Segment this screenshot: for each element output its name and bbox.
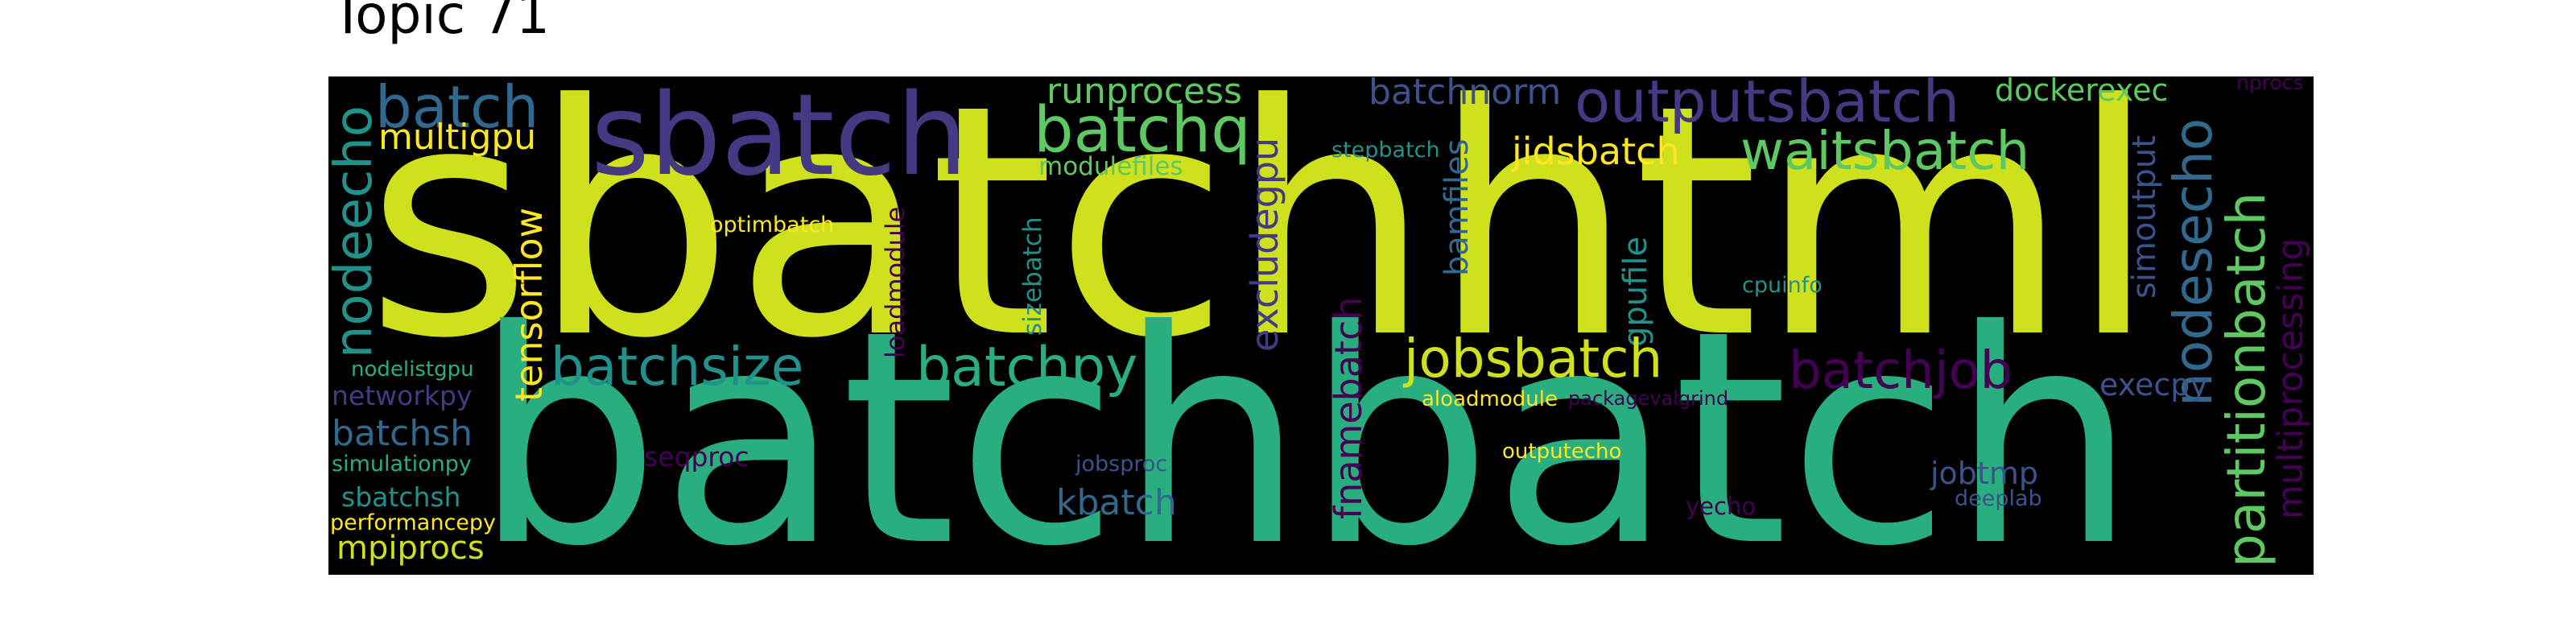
word-tensorflow: tensorflow xyxy=(507,207,551,402)
word-batchsize: batchsize xyxy=(551,336,804,398)
word-performancepy: performancepy xyxy=(330,510,497,535)
word-batchjob: batchjob xyxy=(1789,341,2013,401)
word-jidsbatch: jidsbatch xyxy=(1512,130,1680,173)
word-stepbatch: stepbatch xyxy=(1331,138,1440,163)
word-jobsbatch: jobsbatch xyxy=(1404,328,1663,390)
word-partitionbatch: partitionbatch xyxy=(2215,192,2277,568)
word-fnamebatch: fnamebatch xyxy=(1327,296,1370,519)
word-multiprocessing: multiprocessing xyxy=(2270,237,2311,519)
word-jobsproc: jobsproc xyxy=(1075,452,1168,477)
word-cpuinfo: cpuinfo xyxy=(1742,273,1823,298)
word-sbatch: sbatch xyxy=(591,76,968,201)
word-seqproc: seqproc xyxy=(644,441,749,473)
word-jobtmp: jobtmp xyxy=(1930,456,2038,491)
word-sizebatch: sizebatch xyxy=(1018,217,1047,336)
word-kbatch: kbatch xyxy=(1056,482,1177,523)
word-batchq: batchq xyxy=(1034,94,1251,167)
word-bamfiles: bamfiles xyxy=(1439,138,1476,276)
word-sbatchsh: sbatchsh xyxy=(341,481,461,513)
word-excludegpu: excludegpu xyxy=(1243,137,1286,352)
word-cloud: sbatchhtml batchbatch sbatch batch multi… xyxy=(328,76,2314,575)
word-aloadmodule: aloadmodule xyxy=(1422,387,1558,411)
word-multigpu: multigpu xyxy=(378,117,537,158)
word-batchsh: batchsh xyxy=(332,413,473,454)
word-deeplab: deeplab xyxy=(1955,486,2042,511)
word-optimbatch: optimbatch xyxy=(710,213,835,237)
word-loadmodule: loadmodule xyxy=(880,206,910,358)
word-batchpy: batchpy xyxy=(916,336,1138,399)
word-mpiprocs: mpiprocs xyxy=(336,530,485,567)
chart-title: Topic 71 xyxy=(332,0,550,46)
word-nprocs: nprocs xyxy=(2236,76,2304,94)
word-dockerexec: dockerexec xyxy=(1995,76,2169,108)
word-nodeecho: nodeecho xyxy=(328,105,384,358)
word-runprocess: runprocess xyxy=(1046,76,1242,112)
word-nodelistgpu: nodelistgpu xyxy=(351,357,474,382)
word-packagevalgrind: packagevalgrind xyxy=(1568,387,1729,410)
word-batch: batch xyxy=(375,76,539,141)
word-outputecho: outputecho xyxy=(1502,440,1622,464)
word-batchnorm: batchnorm xyxy=(1368,76,1562,113)
word-modulefiles: modulefiles xyxy=(1038,152,1183,181)
word-batchbatch: batchbatch xyxy=(473,268,2137,575)
word-yecho: yecho xyxy=(1686,493,1757,520)
word-outputsbatch: outputsbatch xyxy=(1575,76,1960,135)
word-simoutput: simoutput xyxy=(2126,135,2163,299)
word-networkpy: networkpy xyxy=(332,380,473,411)
word-simulationpy: simulationpy xyxy=(332,452,472,477)
word-nodesecho: nodesecho xyxy=(2162,118,2224,407)
word-waitsbatch: waitsbatch xyxy=(1740,120,2030,182)
word-sbatchhtml: sbatchhtml xyxy=(365,76,2158,408)
word-execpy: execpy xyxy=(2099,367,2208,402)
